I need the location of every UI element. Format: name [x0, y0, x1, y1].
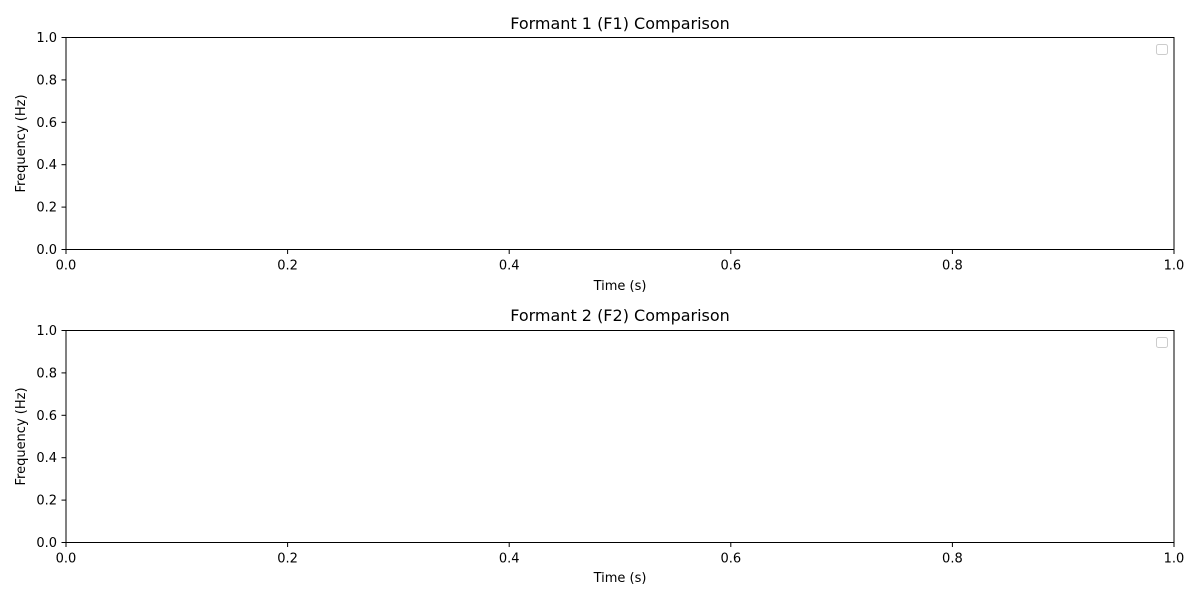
chart-f2-x-tick-label: 0.0: [56, 552, 77, 567]
chart-f1-y-tick-label: 0.8: [36, 73, 57, 88]
chart-f1-legend-box: [1156, 44, 1168, 55]
chart-f2-legend-box: [1156, 337, 1168, 348]
chart-f2-title: Formant 2 (F2) Comparison: [510, 306, 730, 325]
chart-f2-y-tick-label: 0.8: [36, 366, 57, 381]
chart-f1-plot-frame: [65, 37, 1175, 250]
chart-f2-y-axis-label: Frequency (Hz): [14, 387, 29, 485]
chart-f2-y-tick-label: 0.4: [36, 451, 57, 466]
chart-f2-y-ticks: 0.0 0.2 0.4 0.6 0.8 1.0: [36, 324, 66, 551]
chart-f2-x-tick-label: 0.6: [720, 552, 741, 567]
chart-f2-y-tick-label: 0.2: [36, 494, 57, 509]
chart-f2-y-tick-label: 0.0: [36, 536, 57, 551]
chart-f2-y-tick-label: 1.0: [36, 324, 57, 339]
chart-f1-y-tick-label: 0.6: [36, 116, 57, 131]
chart-f2-x-tick-label: 0.2: [277, 552, 298, 567]
chart-f1-y-tick-label: 1.0: [36, 31, 57, 46]
chart-f1-x-tick-label: 0.4: [499, 259, 520, 274]
chart-f1-x-tick-label: 0.0: [56, 259, 77, 274]
chart-f1-x-tick-label: 1.0: [1164, 259, 1185, 274]
chart-f1-x-axis-label: Time (s): [593, 279, 647, 294]
chart-f2-x-axis-label: Time (s): [593, 571, 647, 586]
chart-f1-y-ticks: 0.0 0.2 0.4 0.6 0.8 1.0: [36, 31, 66, 258]
chart-f2-x-ticks: 0.0 0.2 0.4 0.6 0.8 1.0: [56, 542, 1185, 567]
chart-f1-y-tick-label: 0.2: [36, 201, 57, 216]
chart-f1-title: Formant 1 (F1) Comparison: [510, 14, 730, 33]
chart-f2-x-tick-label: 0.8: [942, 552, 963, 567]
chart-f1-y-axis-label: Frequency (Hz): [14, 94, 29, 192]
chart-f1-y-tick-label: 0.4: [36, 158, 57, 173]
chart-f1-x-ticks: 0.0 0.2 0.4 0.6 0.8 1.0: [56, 249, 1185, 274]
chart-f2: Formant 2 (F2) Comparison 0.0 0.2 0.4 0.6 0.…: [14, 306, 1184, 586]
chart-f1-x-tick-label: 0.8: [942, 259, 963, 274]
chart-f1-y-tick-label: 0.0: [36, 243, 57, 258]
chart-f2-x-tick-label: 0.4: [499, 552, 520, 567]
chart-f2-x-tick-label: 1.0: [1164, 552, 1185, 567]
chart-f1: Formant 1 (F1) Comparison 0.0 0.2 0.4 0.6 0.…: [14, 14, 1184, 294]
chart-f1-x-tick-label: 0.2: [277, 259, 298, 274]
chart-f2-plot-frame: [65, 330, 1175, 543]
chart-f1-x-tick-label: 0.6: [720, 259, 741, 274]
chart-f2-y-tick-label: 0.6: [36, 409, 57, 424]
